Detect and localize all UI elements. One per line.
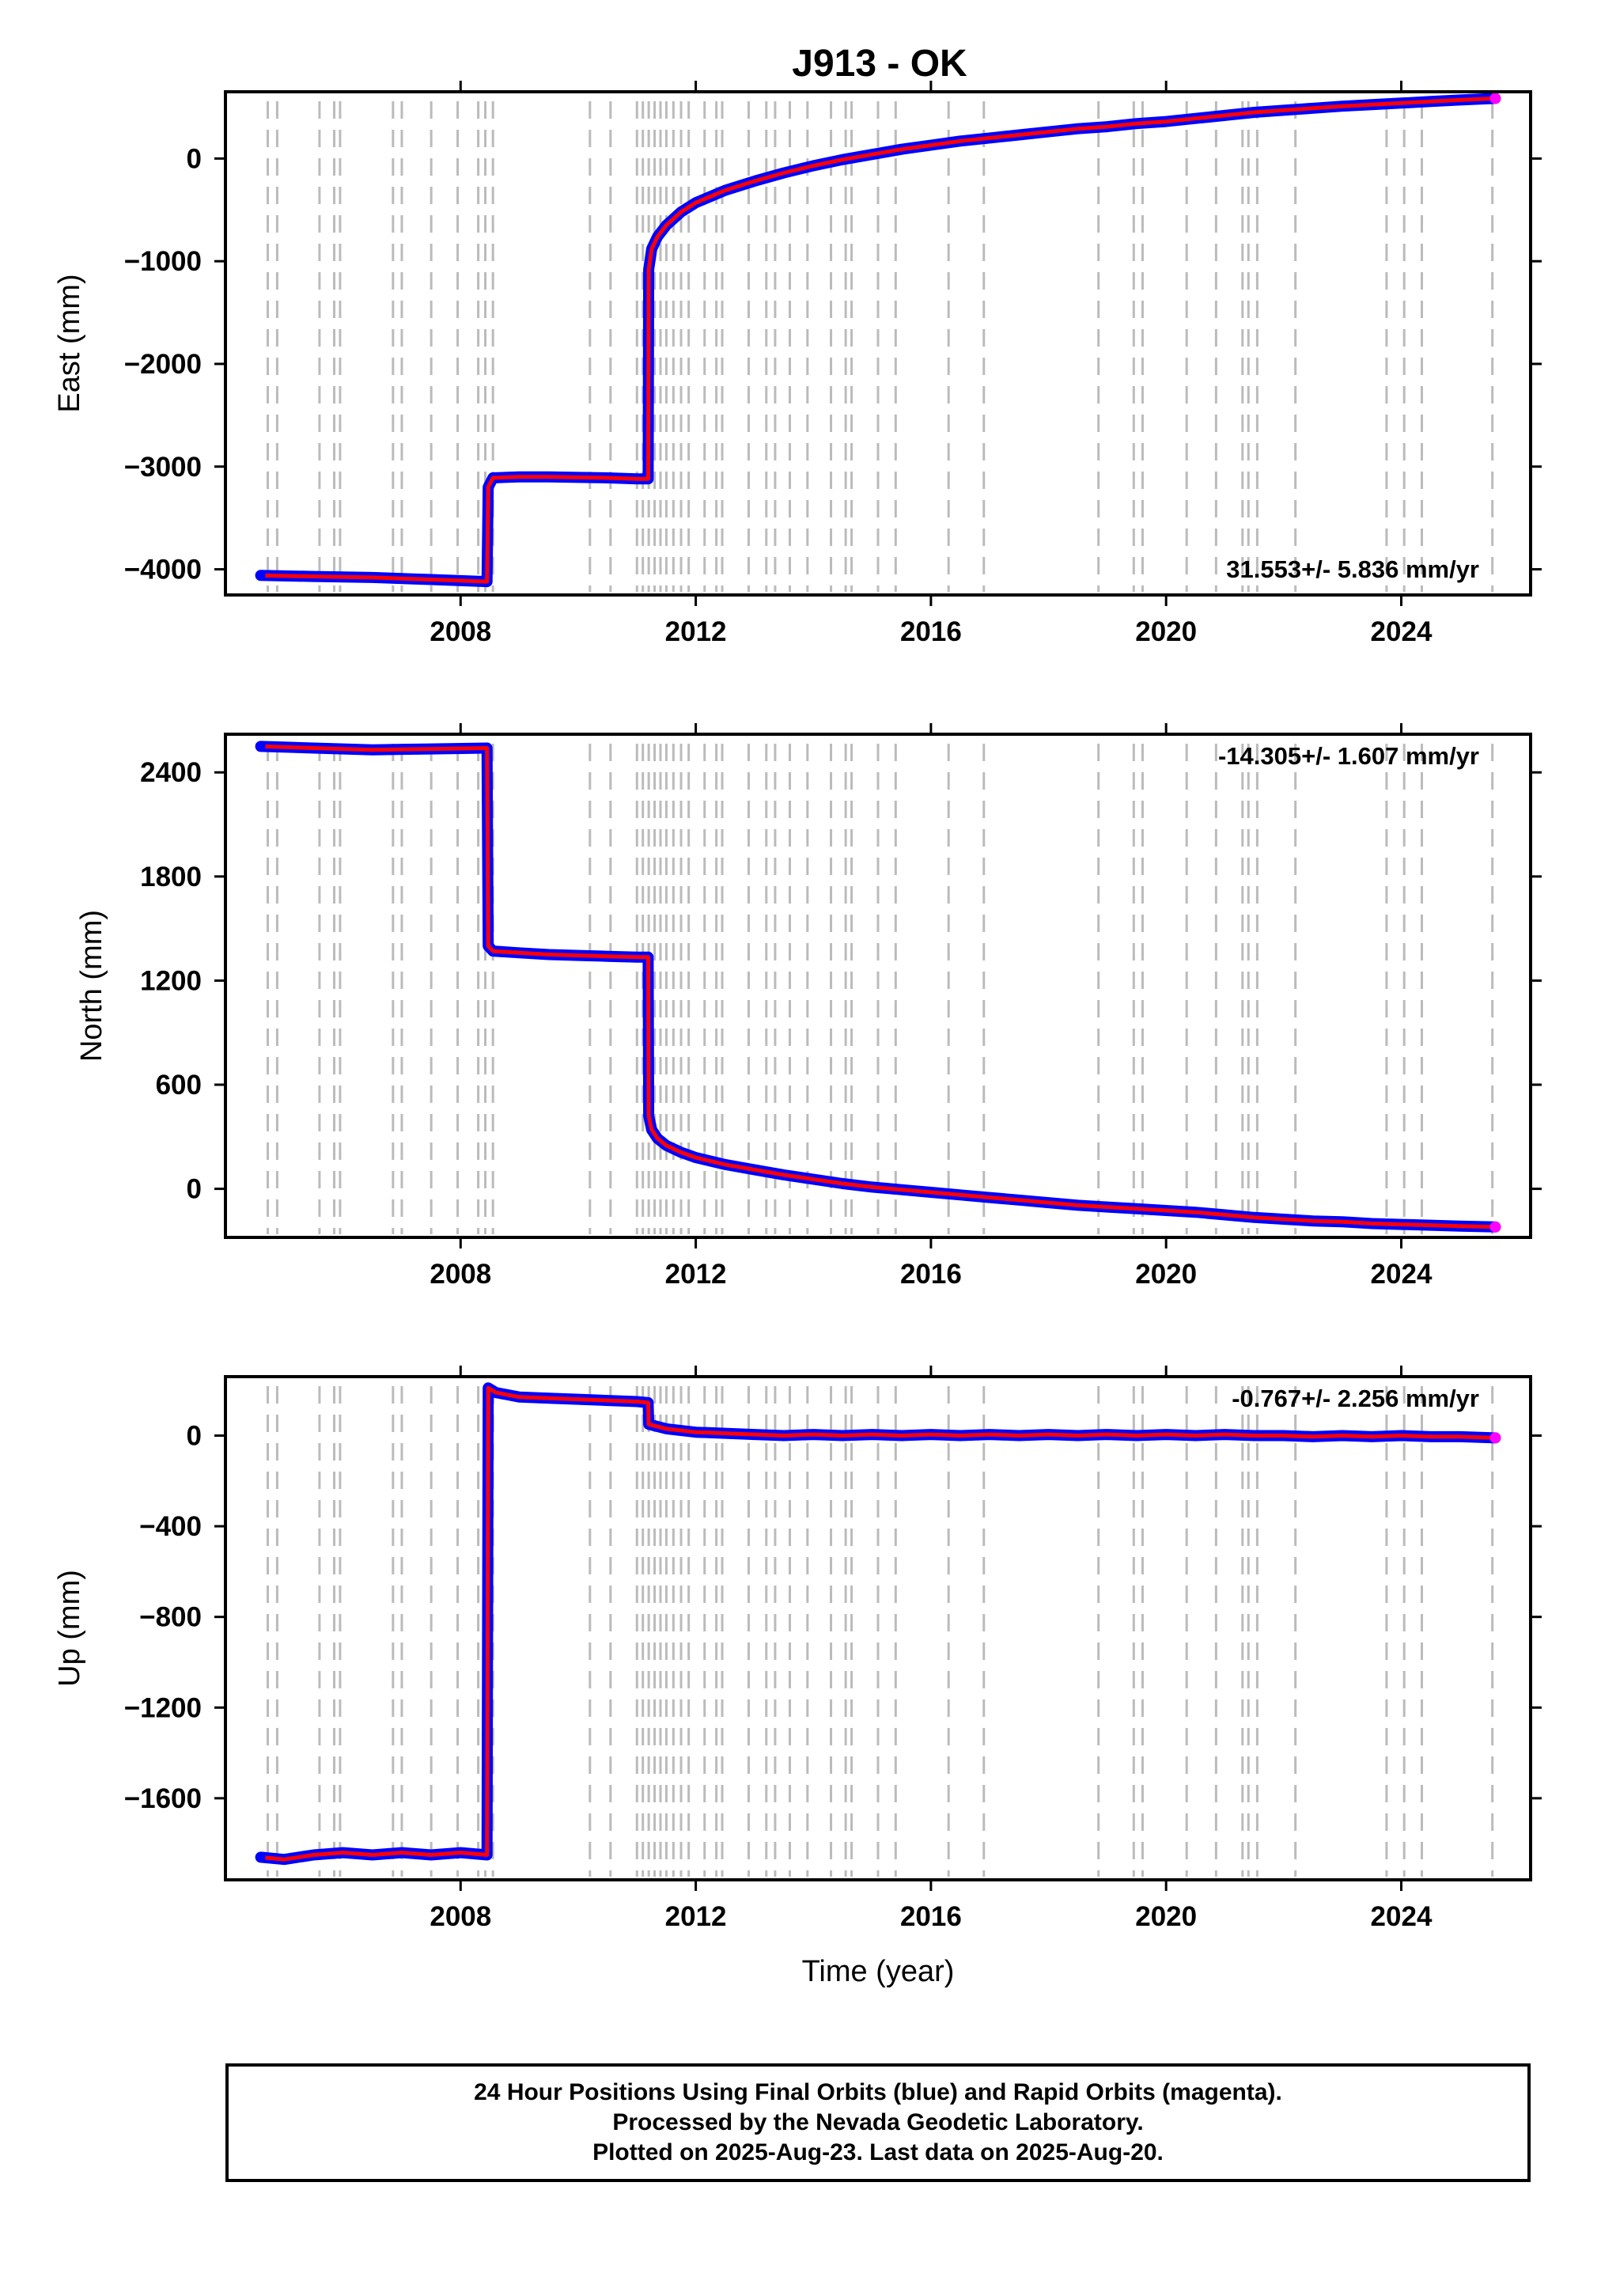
east-y-axis-label: East (mm) bbox=[53, 274, 86, 412]
north-first-point bbox=[255, 741, 266, 752]
up-y-axis-label: Up (mm) bbox=[53, 1570, 86, 1687]
footer-line-1: 24 Hour Positions Using Final Orbits (bl… bbox=[474, 2079, 1282, 2105]
up-plot-frame bbox=[224, 1375, 1532, 1881]
east-plot-frame bbox=[224, 90, 1532, 597]
up-y-tick-label-0: 0 bbox=[187, 1420, 202, 1451]
up-model-line bbox=[260, 1385, 1496, 1862]
north-x-tick-label-0: 2008 bbox=[430, 1259, 491, 1290]
up-rate-label: -0.767+/- 2.256 mm/yr bbox=[1232, 1385, 1479, 1412]
up-y-tick-label-2: −800 bbox=[139, 1602, 202, 1633]
chart-title: J913 - OK bbox=[792, 43, 967, 85]
east-model-line bbox=[260, 96, 1496, 584]
east-y-tick-label-1: −1000 bbox=[124, 246, 202, 277]
up-x-axis-label: Time (year) bbox=[802, 1955, 955, 1988]
north-plot-frame bbox=[224, 733, 1532, 1239]
up-y-tick-label-4: −1600 bbox=[124, 1783, 202, 1814]
north-rate-label: -14.305+/- 1.607 mm/yr bbox=[1218, 742, 1479, 770]
up-x-tick-label-1: 2012 bbox=[665, 1901, 727, 1932]
north-rapid-orbits-point bbox=[1489, 1221, 1501, 1233]
east-y-tick-label-0: 0 bbox=[187, 143, 202, 174]
up-x-tick-label-2: 2016 bbox=[900, 1901, 962, 1932]
north-x-tick-label-3: 2020 bbox=[1135, 1259, 1197, 1290]
north-y-tick-label-4: 0 bbox=[187, 1174, 202, 1205]
up-x-tick-label-3: 2020 bbox=[1135, 1901, 1197, 1932]
east-y-tick-label-2: −2000 bbox=[124, 349, 202, 380]
north-y-tick-label-2: 1200 bbox=[140, 965, 202, 996]
east-x-tick-label-2: 2016 bbox=[900, 616, 962, 647]
north-x-tick-label-1: 2012 bbox=[665, 1259, 727, 1290]
up-rapid-orbits-point bbox=[1489, 1432, 1501, 1444]
up-y-tick-label-1: −400 bbox=[139, 1511, 202, 1542]
east-first-point bbox=[255, 570, 266, 581]
east-panel: 2008 2012 2016 2020 2024 0 −1000 −2000 −3000 −400… bbox=[53, 81, 1542, 647]
footer-line-3: Plotted on 2025-Aug-23. Last data on 202… bbox=[592, 2139, 1164, 2165]
north-y-tick-label-1: 1800 bbox=[140, 862, 202, 892]
north-x-tick-label-2: 2016 bbox=[900, 1259, 962, 1290]
east-x-tick-label-4: 2024 bbox=[1371, 616, 1433, 647]
north-y-tick-label-0: 2400 bbox=[140, 757, 202, 788]
up-x-tick-label-0: 2008 bbox=[430, 1901, 491, 1932]
footer-caption-box: 24 Hour Positions Using Final Orbits (bl… bbox=[225, 2063, 1531, 2182]
up-x-tick-label-4: 2024 bbox=[1371, 1901, 1433, 1932]
north-panel: 2008 2012 2016 2020 2024 2400 1800 1200 600 0 Nort… bbox=[75, 723, 1542, 1290]
up-panel: 2008 2012 2016 2020 2024 0 −400 −800 −1200 −1600 U… bbox=[53, 1366, 1542, 1988]
east-y-tick-label-3: −3000 bbox=[124, 452, 202, 483]
north-y-tick-label-3: 600 bbox=[156, 1070, 202, 1101]
footer-line-2: Processed by the Nevada Geodetic Laborat… bbox=[612, 2109, 1144, 2135]
up-first-point bbox=[255, 1852, 266, 1862]
east-x-tick-label-0: 2008 bbox=[430, 616, 491, 647]
east-x-tick-label-1: 2012 bbox=[665, 616, 727, 647]
east-x-tick-label-3: 2020 bbox=[1135, 616, 1197, 647]
east-rapid-orbits-point bbox=[1489, 93, 1501, 104]
north-y-axis-label: North (mm) bbox=[75, 910, 108, 1062]
north-model-line bbox=[260, 744, 1496, 1229]
up-y-tick-label-3: −1200 bbox=[124, 1692, 202, 1723]
north-x-tick-label-4: 2024 bbox=[1371, 1259, 1433, 1290]
east-rate-label: 31.553+/- 5.836 mm/yr bbox=[1226, 555, 1479, 583]
east-y-tick-label-4: −4000 bbox=[124, 555, 202, 585]
